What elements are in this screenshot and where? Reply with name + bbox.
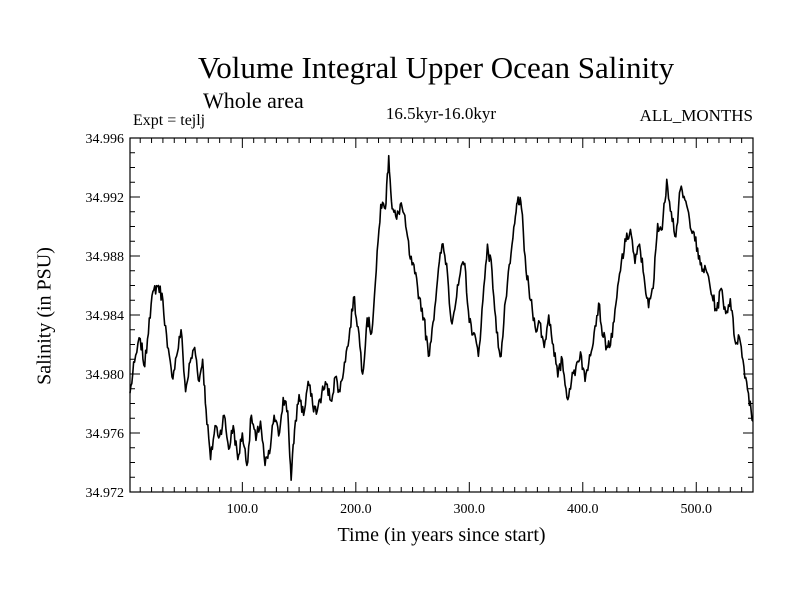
y-tick-label: 34.972 — [86, 486, 125, 501]
plot-frame — [129, 137, 754, 493]
chart-title: Volume Integral Upper Ocean Salinity — [197, 50, 675, 85]
y-tick-label: 34.984 — [86, 309, 125, 324]
y-tick-label: 34.992 — [86, 191, 125, 206]
x-tick-label: 500.0 — [681, 502, 713, 517]
y-tick-label: 34.976 — [86, 427, 125, 442]
series-line — [129, 154, 754, 481]
x-tick-label: 300.0 — [454, 502, 486, 517]
y-tick-label: 34.988 — [86, 250, 125, 265]
x-tick-label: 200.0 — [340, 502, 372, 517]
period-label: 16.5kyr-16.0kyr — [385, 104, 497, 123]
axis-ticks: 100.0 200.0 300.0 400.0 500.0 34.972 34.976 34.… — [86, 132, 754, 517]
y-tick-label: 34.996 — [86, 132, 125, 147]
x-axis-label: Time (in years since start) — [337, 524, 546, 546]
months-label: ALL_MONTHS — [639, 106, 753, 125]
experiment-label: Expt = tejlj — [133, 112, 206, 129]
chart-subtitle: Whole area — [203, 88, 304, 113]
y-tick-label: 34.980 — [86, 368, 125, 383]
x-tick-label: 100.0 — [227, 502, 259, 517]
series-group — [129, 154, 754, 481]
x-tick-label: 400.0 — [567, 502, 599, 517]
